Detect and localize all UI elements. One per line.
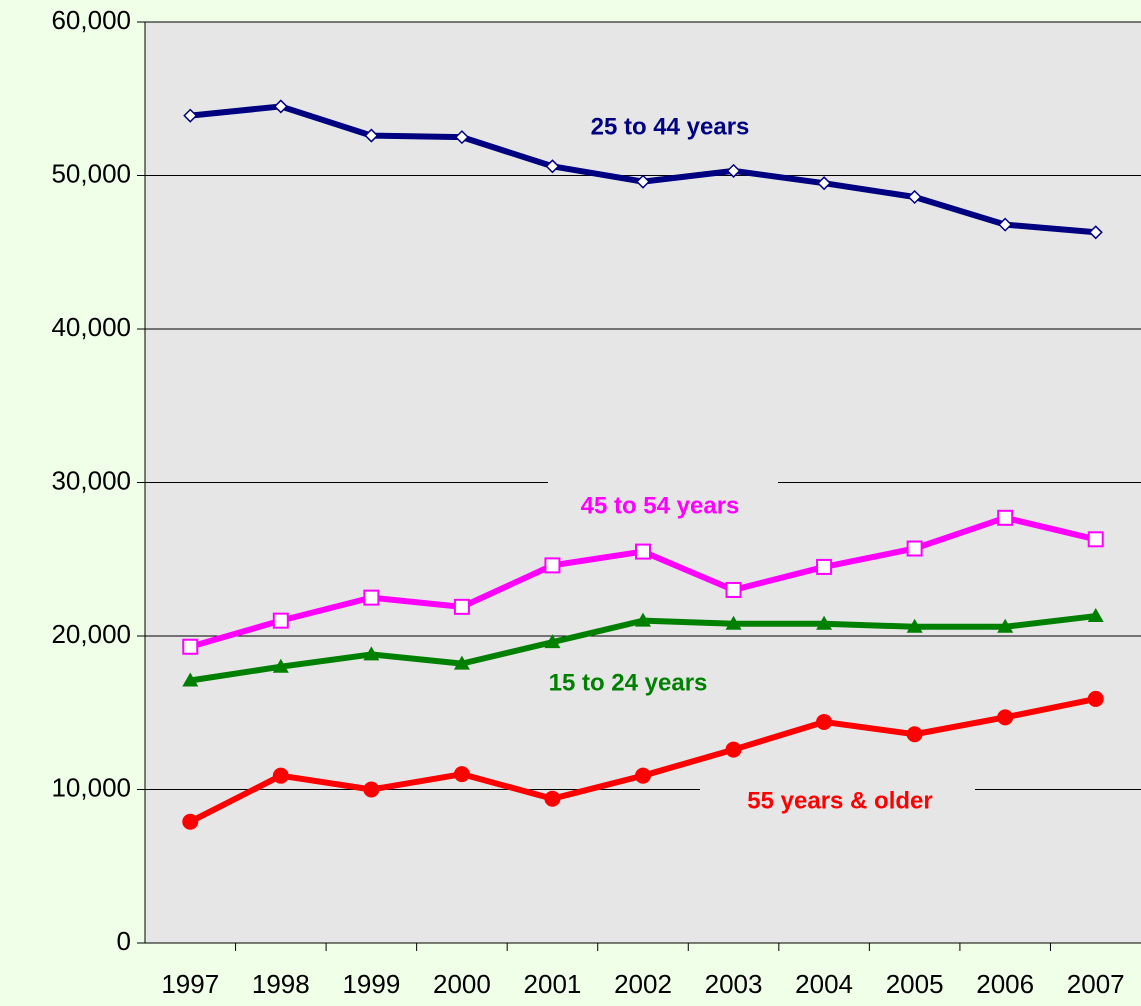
x-tick-label: 2005 <box>886 969 944 999</box>
point <box>816 558 833 575</box>
y-tick-label: 20,000 <box>51 619 131 649</box>
point <box>272 658 289 673</box>
point <box>544 790 561 807</box>
point <box>1087 690 1104 707</box>
point <box>182 813 199 830</box>
label-background <box>548 481 778 533</box>
point <box>817 176 832 191</box>
series-label: 15 to 24 years <box>549 669 708 696</box>
point <box>363 589 380 606</box>
point <box>997 509 1014 526</box>
point <box>998 217 1013 232</box>
point <box>725 581 742 598</box>
point <box>272 767 289 784</box>
series-label: 45 to 54 years <box>581 492 740 519</box>
x-tick-label: 2002 <box>614 969 672 999</box>
x-tick-label: 2000 <box>433 969 491 999</box>
label-background <box>700 776 975 828</box>
x-tick-label: 1997 <box>161 969 219 999</box>
point <box>725 615 742 630</box>
point <box>1087 608 1104 623</box>
point <box>726 163 741 178</box>
point <box>453 655 470 670</box>
point <box>816 615 833 630</box>
point <box>363 781 380 798</box>
x-tick-label: 1998 <box>252 969 310 999</box>
point <box>453 598 470 615</box>
point <box>363 646 380 661</box>
point <box>183 108 198 123</box>
point <box>182 638 199 655</box>
point <box>454 130 469 145</box>
point <box>635 174 651 189</box>
point <box>906 618 923 633</box>
x-tick-label: 2006 <box>976 969 1034 999</box>
point <box>635 612 651 627</box>
y-tick-label: 0 <box>117 926 131 956</box>
point <box>1087 531 1104 548</box>
point <box>906 726 923 743</box>
point <box>907 189 922 205</box>
point <box>545 159 560 174</box>
point <box>272 612 289 629</box>
x-tick-label: 2004 <box>795 969 853 999</box>
point <box>544 634 561 649</box>
x-tick-label: 1999 <box>342 969 400 999</box>
point <box>544 557 561 574</box>
x-tick-label: 2007 <box>1067 969 1125 999</box>
point <box>1088 225 1103 240</box>
point <box>364 128 379 143</box>
x-tick-label: 2001 <box>524 969 582 999</box>
point <box>725 741 742 758</box>
series-label: 55 years & older <box>747 787 932 814</box>
point <box>273 99 288 114</box>
point <box>635 767 651 784</box>
y-tick-label: 60,000 <box>51 5 131 35</box>
point <box>906 540 923 557</box>
y-tick-label: 30,000 <box>51 465 131 495</box>
point <box>816 713 833 730</box>
y-tick-label: 40,000 <box>51 312 131 342</box>
point <box>182 672 199 687</box>
y-tick-label: 50,000 <box>51 158 131 188</box>
point <box>997 618 1014 633</box>
series-label: 25 to 44 years <box>591 113 750 140</box>
point <box>453 766 470 783</box>
point <box>997 709 1014 726</box>
x-tick-label: 2003 <box>705 969 763 999</box>
y-tick-label: 10,000 <box>51 772 131 802</box>
point <box>635 543 651 560</box>
